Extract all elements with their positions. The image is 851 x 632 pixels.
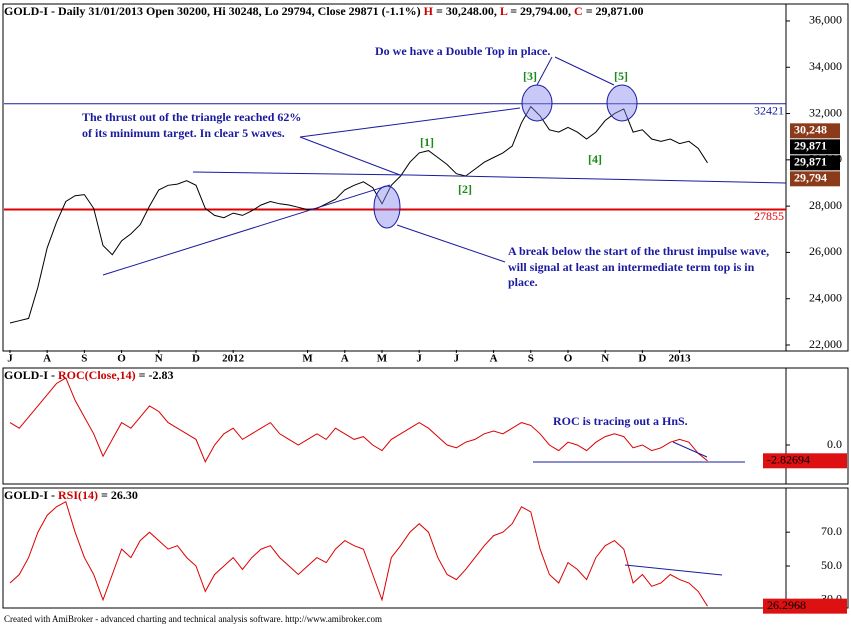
pointer-line [396,224,506,263]
x-tick-label: M [377,353,388,365]
y-tick-label: 36,000 [809,13,842,27]
price-label: 29,871 [794,139,827,153]
annotation: A break below the start of the thrust im… [508,244,769,258]
rsi-trend [624,564,723,576]
price-label-bg [790,139,840,155]
x-tick-label: D [638,353,646,365]
pointer-line [299,107,521,138]
x-tick-label: N [601,353,609,365]
x-tick-label: A [490,353,498,365]
x-tick-label: 2013 [669,353,692,365]
triangle-lower [102,184,391,276]
title-part: = 29,871.00 [583,4,644,18]
pane-title: GOLD-I - ROC(Close,14) = -2.83 [4,368,174,382]
pointer-line [299,136,401,176]
title-part: H [424,4,434,18]
title-part: = 26.30 [98,488,138,502]
pane-frame [2,487,849,609]
title-part: GOLD-I - [4,488,58,502]
highlight [606,84,638,122]
title-part: RSI(14) [58,488,98,502]
x-tick-label: S [81,353,87,365]
price-label: 29,794 [794,171,827,185]
pointer-line [536,56,553,86]
y-tick-label: 0.0 [827,437,842,451]
x-tick-label: J [454,353,460,365]
annotation: place. [508,275,538,289]
x-tick-label: M [302,353,313,365]
title-part: GOLD-I - [4,368,58,382]
x-tick-label: S [528,353,534,365]
trend-lines [102,56,787,576]
last-value-bg [763,598,847,614]
title-part: C [574,4,583,18]
title-part: L [500,4,508,18]
highlight [373,185,401,229]
x-tick-label: J [7,353,13,365]
footer: Created with AmiBroker - advanced charti… [4,614,382,624]
x-tick-label: 2012 [222,353,245,365]
last-value-bg [763,453,847,469]
wave-label: [2] [458,182,472,196]
y-tick-label: 34,000 [809,59,842,73]
x-tick-label: J [416,353,422,365]
y-tick-label: 24,000 [809,290,842,304]
pane-title: GOLD-I - RSI(14) = 26.30 [4,488,138,502]
series-line [9,500,708,607]
wave-label: [4] [588,152,602,166]
highlight [521,84,553,122]
level-label: 32421 [754,104,784,118]
pointer-line [554,56,615,86]
title-part: ROC(Close,14) [58,368,136,382]
title-part: GOLD-I - Daily 31/01/2013 Open 30200, Hi… [4,4,424,18]
price-label-bg [790,155,840,171]
series-line [9,377,708,463]
annotation: will signal at least an intermediate ter… [508,260,755,274]
y-tick-label: 22,000 [809,337,842,351]
wave-label: [5] [614,69,628,83]
x-tick-label: O [564,353,573,365]
title-part: = 30,248.00, [433,4,500,18]
y-tick-label: 28,000 [809,198,842,212]
triangle-upper-ext [409,174,787,184]
y-tick-label: 32,000 [809,105,842,119]
x-tick-label: N [155,353,163,365]
title-part: = -2.83 [136,368,174,382]
price-label: 29,871 [794,155,827,169]
x-tick-label: A [341,353,349,365]
annotation: of its minimum target. In clear 5 waves. [82,126,285,140]
price-label-bg [790,123,840,139]
annotation: The thrust out of the triangle reached 6… [82,110,301,124]
x-tick-label: A [43,353,51,365]
title-part: = 29,794.00, [507,4,574,18]
pane-title: GOLD-I - Daily 31/01/2013 Open 30200, Hi… [4,4,644,18]
series-line [9,105,708,324]
panes: 22,00024,00026,00028,00030,00032,00034,0… [2,3,849,614]
last-value-label: 26.2968 [767,598,806,612]
wave-label: [3] [523,69,537,83]
y-tick-label: 50.0 [821,558,842,572]
wave-label: [1] [420,135,434,149]
triangle-upper [192,171,411,176]
y-tick-label: 70.0 [821,524,842,538]
y-tick-label: 26,000 [809,244,842,258]
x-tick-label: D [192,353,200,365]
annotation: Do we have a Double Top in place. [375,44,550,58]
x-tick-label: O [117,353,126,365]
last-value-label: -2.82694 [767,453,810,467]
annotation: ROC is tracing out a HnS. [553,414,688,428]
roc-trend [672,441,708,458]
level-label: 27855 [754,209,784,223]
price-label: 30,248 [794,123,827,137]
price-label-bg [790,171,840,187]
pane-frame [2,3,849,352]
